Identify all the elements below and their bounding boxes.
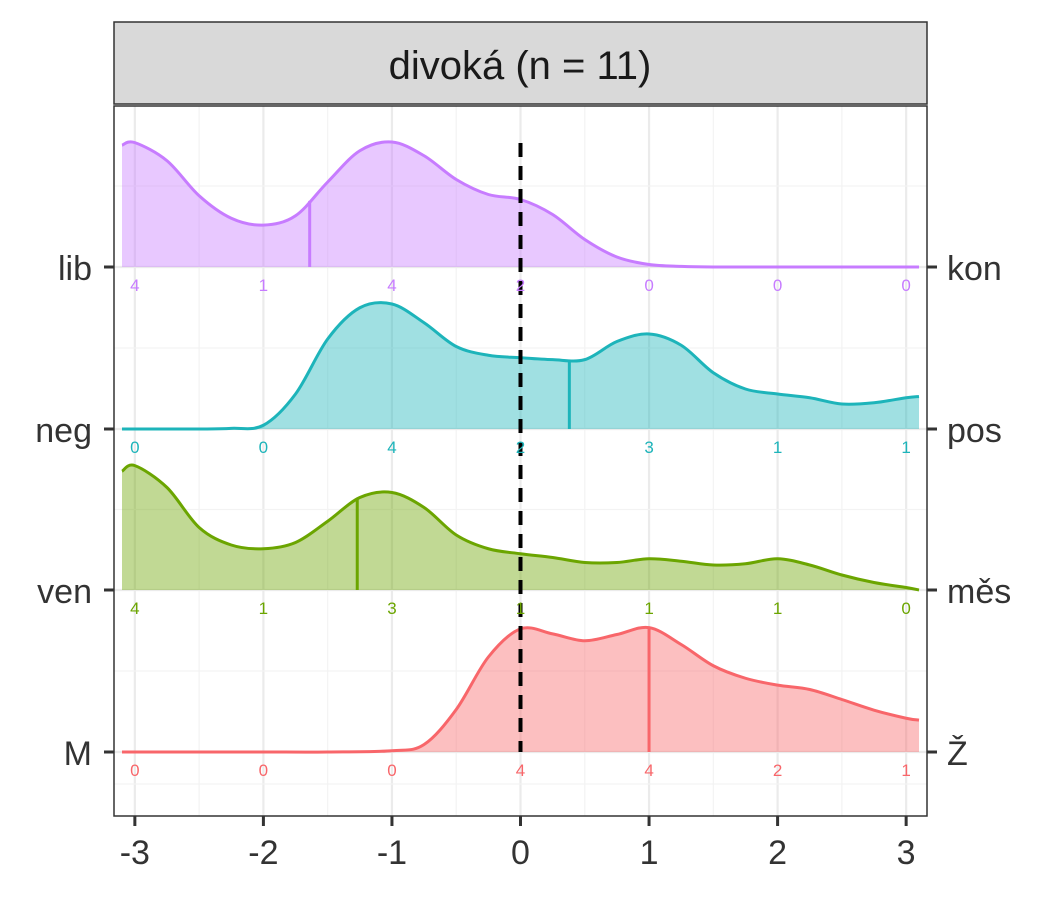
ridges	[121, 140, 920, 754]
y-label-right: Ž	[947, 735, 968, 773]
ridge-line	[121, 463, 920, 592]
count-label: 4	[387, 438, 396, 457]
panel-title: divoká (n = 11)	[389, 44, 652, 88]
y-label-left: ven	[37, 573, 92, 611]
count-labels: 4 1 4 2 0 0 0 0 0 4 2 3 1 1 4 1 3 1 1 1 0 0 0 0 4 4 2 1	[130, 276, 911, 780]
ridge-line	[121, 140, 919, 269]
ridge-line	[122, 625, 920, 754]
count-label: 2	[773, 761, 782, 780]
x-tick-label: -2	[248, 834, 278, 872]
count-label: 4	[644, 761, 653, 780]
count-label: 4	[130, 276, 139, 295]
count-label: 0	[773, 276, 782, 295]
x-tick-label: -1	[377, 834, 407, 872]
x-tick-label: -3	[120, 834, 150, 872]
strip-background	[113, 21, 928, 105]
x-tick-label: 1	[640, 834, 659, 872]
count-label: 4	[130, 599, 139, 618]
count-label: 1	[773, 438, 782, 457]
y-label-right: kon	[947, 250, 1002, 288]
ridge-area	[122, 465, 919, 590]
count-label: 2	[516, 276, 525, 295]
y-label-left: neg	[35, 412, 92, 450]
count-label: 0	[130, 438, 139, 457]
count-label: 0	[901, 599, 910, 618]
count-label: 2	[516, 438, 525, 457]
ridge-area	[122, 627, 919, 753]
count-label: 0	[130, 761, 139, 780]
x-tick-label: 3	[897, 834, 916, 872]
count-label: 1	[901, 438, 910, 457]
ridge-line	[121, 301, 920, 431]
count-label: 0	[901, 276, 910, 295]
ridge-area	[122, 302, 919, 430]
x-tick-label: 2	[768, 834, 787, 872]
count-label: 1	[259, 276, 268, 295]
count-label: 4	[516, 761, 525, 780]
count-label: 3	[644, 438, 653, 457]
count-label: 1	[773, 599, 782, 618]
y-label-right: pos	[947, 412, 1002, 450]
y-label-right: měs	[947, 573, 1011, 611]
y-label-left: M	[64, 735, 92, 773]
count-label: 4	[387, 276, 396, 295]
y-label-left: lib	[58, 250, 92, 288]
count-label: 1	[901, 761, 910, 780]
count-label: 0	[387, 761, 396, 780]
x-tick-label: 0	[511, 834, 530, 872]
count-label: 0	[259, 438, 268, 457]
count-label: 3	[387, 599, 396, 618]
axes: lib kon neg pos ven měs M Ž -3 -2 -1 0 1 2 3	[35, 250, 1011, 872]
count-label: 0	[644, 276, 653, 295]
count-label: 1	[259, 599, 268, 618]
count-label: 0	[259, 761, 268, 780]
ridge-area	[122, 141, 919, 268]
count-label: 1	[516, 599, 525, 618]
count-label: 1	[644, 599, 653, 618]
